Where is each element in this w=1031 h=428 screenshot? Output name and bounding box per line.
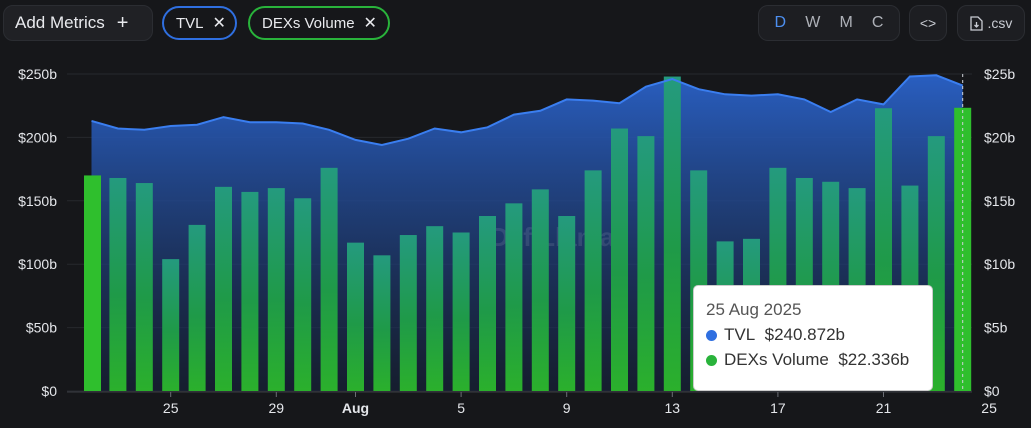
tooltip-label: TVL	[724, 325, 756, 344]
tvl-dot-icon	[706, 329, 717, 341]
add-metrics-label: Add Metrics	[15, 13, 105, 32]
x-tick-label: 29	[269, 400, 285, 416]
dex-volume-bar	[637, 136, 655, 391]
file-download-icon	[969, 15, 983, 31]
dex-volume-bar	[347, 242, 364, 391]
dex-volume-bar	[241, 191, 259, 391]
y-axis-left: $0 $50b $100b $150b $200b $250b	[18, 66, 57, 399]
x-tick-label: 25	[163, 400, 179, 416]
dex-volume-bar	[188, 224, 206, 391]
y-left-tick-label: $250b	[18, 66, 57, 82]
dex-volume-bar	[663, 76, 681, 391]
interval-monthly-button[interactable]: M	[839, 14, 853, 31]
x-tick-label: 13	[665, 400, 681, 416]
dex-volume-bar	[426, 226, 444, 391]
dex-volume-bar	[162, 259, 180, 391]
dex-volume-bar	[452, 232, 470, 391]
tooltip-value: $22.336b	[838, 350, 910, 369]
y-right-tick-label: $10b	[984, 256, 1015, 272]
tooltip-date: 25 Aug 2025	[706, 300, 802, 319]
code-icon: <>	[919, 15, 937, 31]
interval-selector: D W M C	[758, 5, 900, 41]
dex-volume-bar	[584, 170, 602, 391]
dex-volume-bar	[84, 175, 101, 391]
y-left-tick-label: $150b	[18, 193, 57, 209]
y-right-tick-label: $0	[984, 383, 1000, 399]
chart-tooltip: 25 Aug 2025 TVL $240.872b DEXs Volume $2…	[693, 285, 933, 391]
y-axis-right: $0 $5b $10b $15b $20b $25b	[984, 66, 1015, 399]
metric-chip-tvl[interactable]: TVL ✕	[162, 6, 237, 40]
tvl-line	[91, 74, 964, 147]
dex-volume-bar	[611, 128, 628, 392]
metric-chip-label: DEXs Volume	[262, 14, 355, 32]
y-right-tick-label: $15b	[984, 193, 1015, 209]
dex-volume-dot-icon	[706, 354, 717, 366]
close-icon[interactable]: ✕	[212, 15, 226, 32]
dex-volume-bar	[505, 203, 523, 391]
interval-weekly-button[interactable]: W	[805, 14, 821, 31]
x-tick-label: Aug	[342, 400, 369, 416]
add-metrics-button[interactable]: Add Metrics +	[3, 5, 153, 41]
close-icon[interactable]: ✕	[363, 15, 377, 32]
x-tick-label: 9	[563, 400, 571, 416]
dex-volume-bar	[479, 216, 496, 391]
tooltip-label: DEXs Volume	[724, 350, 829, 369]
dex-volume-bar	[373, 255, 391, 391]
dex-volume-bar	[320, 167, 338, 391]
x-tick-label: 17	[770, 400, 786, 416]
csv-label: .csv	[987, 15, 1013, 31]
dex-volume-bar	[558, 216, 576, 391]
y-right-tick-label: $5b	[984, 320, 1008, 336]
y-left-tick-label: $100b	[18, 256, 57, 272]
dex-volume-bar	[135, 183, 153, 391]
embed-button[interactable]: <>	[909, 5, 947, 41]
tooltip-row-dexs-volume: DEXs Volume $22.336b	[706, 350, 932, 370]
tvl-line-path	[91, 74, 964, 147]
dex-volume-bar	[399, 235, 417, 391]
x-axis: 25 29 Aug 5 9 13 17 21 25	[163, 392, 997, 416]
metric-chip-label: TVL	[176, 14, 204, 32]
dex-volume-bar	[531, 189, 549, 391]
x-tick-label: 5	[457, 400, 465, 416]
tooltip-value: $240.872b	[764, 325, 846, 344]
y-left-tick-label: $200b	[18, 129, 57, 145]
x-tick-label: 25	[981, 400, 997, 416]
dex-volume-bar	[109, 177, 127, 391]
dex-volume-bar	[294, 198, 312, 391]
interval-cumulative-button[interactable]: C	[871, 14, 884, 31]
tooltip-row-tvl: TVL $240.872b	[706, 325, 932, 345]
y-left-tick-label: $0	[41, 383, 57, 399]
y-right-tick-label: $25b	[984, 66, 1015, 82]
metric-chip-dexs-volume[interactable]: DEXs Volume ✕	[248, 6, 390, 40]
x-tick-label: 21	[876, 400, 892, 416]
interval-daily-button[interactable]: D	[774, 14, 787, 31]
dex-volume-bar	[267, 188, 285, 391]
y-left-tick-label: $50b	[26, 320, 57, 336]
download-csv-button[interactable]: .csv	[957, 5, 1025, 41]
dex-volume-bar	[215, 186, 232, 391]
y-right-tick-label: $20b	[984, 129, 1015, 145]
plus-icon: +	[116, 12, 129, 34]
